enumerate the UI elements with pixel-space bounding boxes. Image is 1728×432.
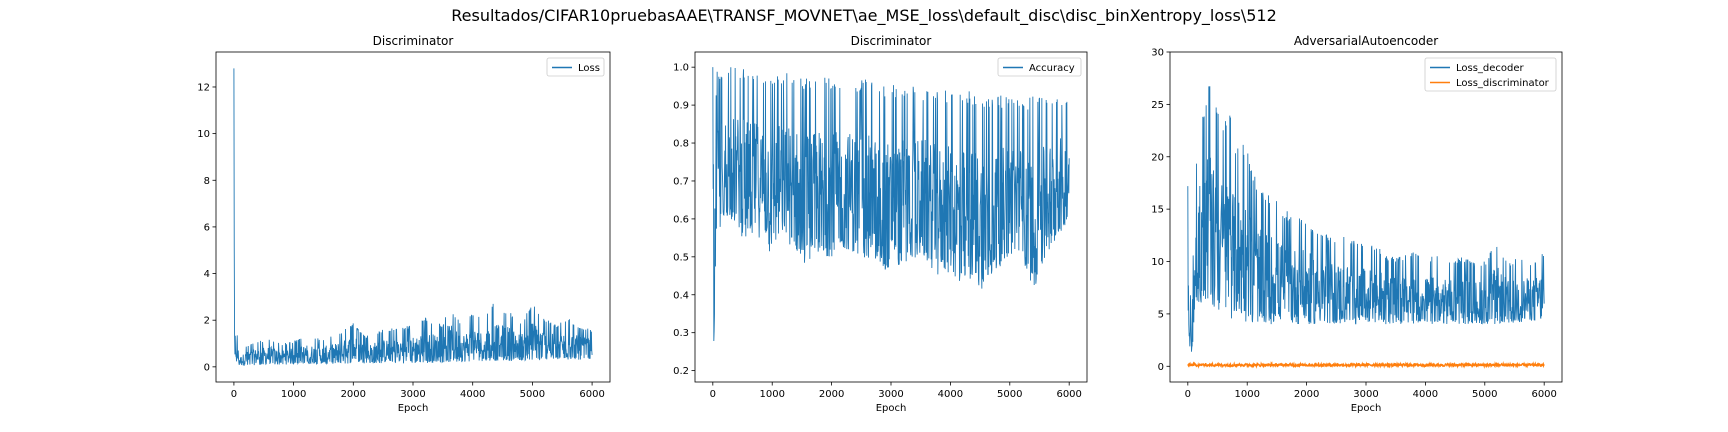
legend-box: [997, 57, 1082, 77]
x-axis-label: Epoch: [398, 403, 429, 414]
x-tick-label: 5000: [1472, 389, 1497, 400]
subplot-title: Discriminator: [851, 34, 932, 48]
x-tick-label: 0: [231, 389, 237, 400]
legend-box: [1424, 57, 1557, 92]
x-tick-label: 4000: [460, 389, 485, 400]
x-tick-label: 2000: [341, 389, 366, 400]
x-tick-label: 5000: [520, 389, 545, 400]
x-tick-label: 0: [710, 389, 716, 400]
x-tick-label: 4000: [938, 389, 963, 400]
legend-entry: Loss_discriminator: [1456, 78, 1550, 89]
y-tick-label: 0: [1158, 362, 1164, 373]
y-tick-label: 25: [1151, 100, 1164, 111]
legend: Loss: [546, 57, 605, 77]
x-tick-label: 3000: [1353, 389, 1378, 400]
x-tick-label: 3000: [878, 389, 903, 400]
x-tick-label: 1000: [1234, 389, 1259, 400]
y-tick-label: 0.4: [673, 290, 689, 301]
subplot-adversarial-autoencoder: 0 1000 2000 3000 4000 5000 6000 0 5 10 15 20 25 30 Adv…: [1151, 34, 1563, 414]
y-tick-label: 20: [1151, 152, 1164, 163]
subplot-title: AdversarialAutoencoder: [1294, 34, 1438, 48]
x-tick-label: 5000: [997, 389, 1022, 400]
series-line-loss_discriminator: [1187, 361, 1545, 369]
x-tick-label: 3000: [400, 389, 425, 400]
x-tick-label: 4000: [1413, 389, 1438, 400]
subplot-title: Discriminator: [373, 34, 454, 48]
legend-entry: Loss: [578, 63, 600, 74]
y-tick-label: 0.6: [673, 214, 689, 225]
y-tick-label: 12: [197, 82, 210, 93]
series-line-loss_decoder: [1187, 86, 1545, 352]
x-tick-label: 0: [1185, 389, 1191, 400]
y-tick-label: 30: [1151, 48, 1164, 59]
y-tick-label: 10: [197, 129, 210, 140]
x-axis-label: Epoch: [1351, 403, 1382, 414]
y-tick-label: 15: [1151, 205, 1164, 216]
x-tick-label: 2000: [819, 389, 844, 400]
x-tick-label: 1000: [759, 389, 784, 400]
x-tick-label: 6000: [1056, 389, 1081, 400]
legend-box: [546, 57, 605, 77]
y-tick-label: 0.7: [673, 176, 689, 187]
x-tick-label: 1000: [281, 389, 306, 400]
y-tick-label: 0.2: [673, 366, 689, 377]
figure-suptitle: Resultados/CIFAR10pruebasAAE\TRANSF_MOVN…: [451, 6, 1277, 26]
y-tick-label: 0.5: [673, 252, 689, 263]
series-line-loss: [233, 68, 593, 366]
y-tick-label: 6: [204, 222, 210, 233]
x-tick-label: 2000: [1294, 389, 1319, 400]
subplot-discriminator-loss: 0 1000 2000 3000 4000 5000 6000 0 2 4 6 8 10 12 Discri…: [197, 34, 611, 414]
y-tick-label: 4: [204, 269, 210, 280]
y-tick-label: 0: [204, 362, 210, 373]
legend: Accuracy: [997, 57, 1082, 77]
series-line-accuracy: [712, 67, 1070, 341]
y-tick-label: 0.9: [673, 101, 689, 112]
x-tick-label: 6000: [1531, 389, 1556, 400]
x-tick-label: 6000: [579, 389, 604, 400]
y-tick-label: 1.0: [673, 63, 689, 74]
y-tick-label: 8: [204, 176, 210, 187]
y-tick-label: 10: [1151, 257, 1164, 268]
y-tick-label: 0.3: [673, 328, 689, 339]
legend-entry: Loss_decoder: [1456, 63, 1525, 74]
y-tick-label: 0.8: [673, 139, 689, 150]
y-tick-label: 2: [204, 316, 210, 327]
legend-entry: Accuracy: [1029, 63, 1075, 74]
x-axis-label: Epoch: [876, 403, 907, 414]
subplot-discriminator-accuracy: 0 1000 2000 3000 4000 5000 6000 0.2 0.3 0.4 0.5 0.6…: [673, 34, 1088, 414]
y-tick-label: 5: [1158, 309, 1164, 320]
legend: Loss_decoder Loss_discriminator: [1424, 57, 1557, 92]
